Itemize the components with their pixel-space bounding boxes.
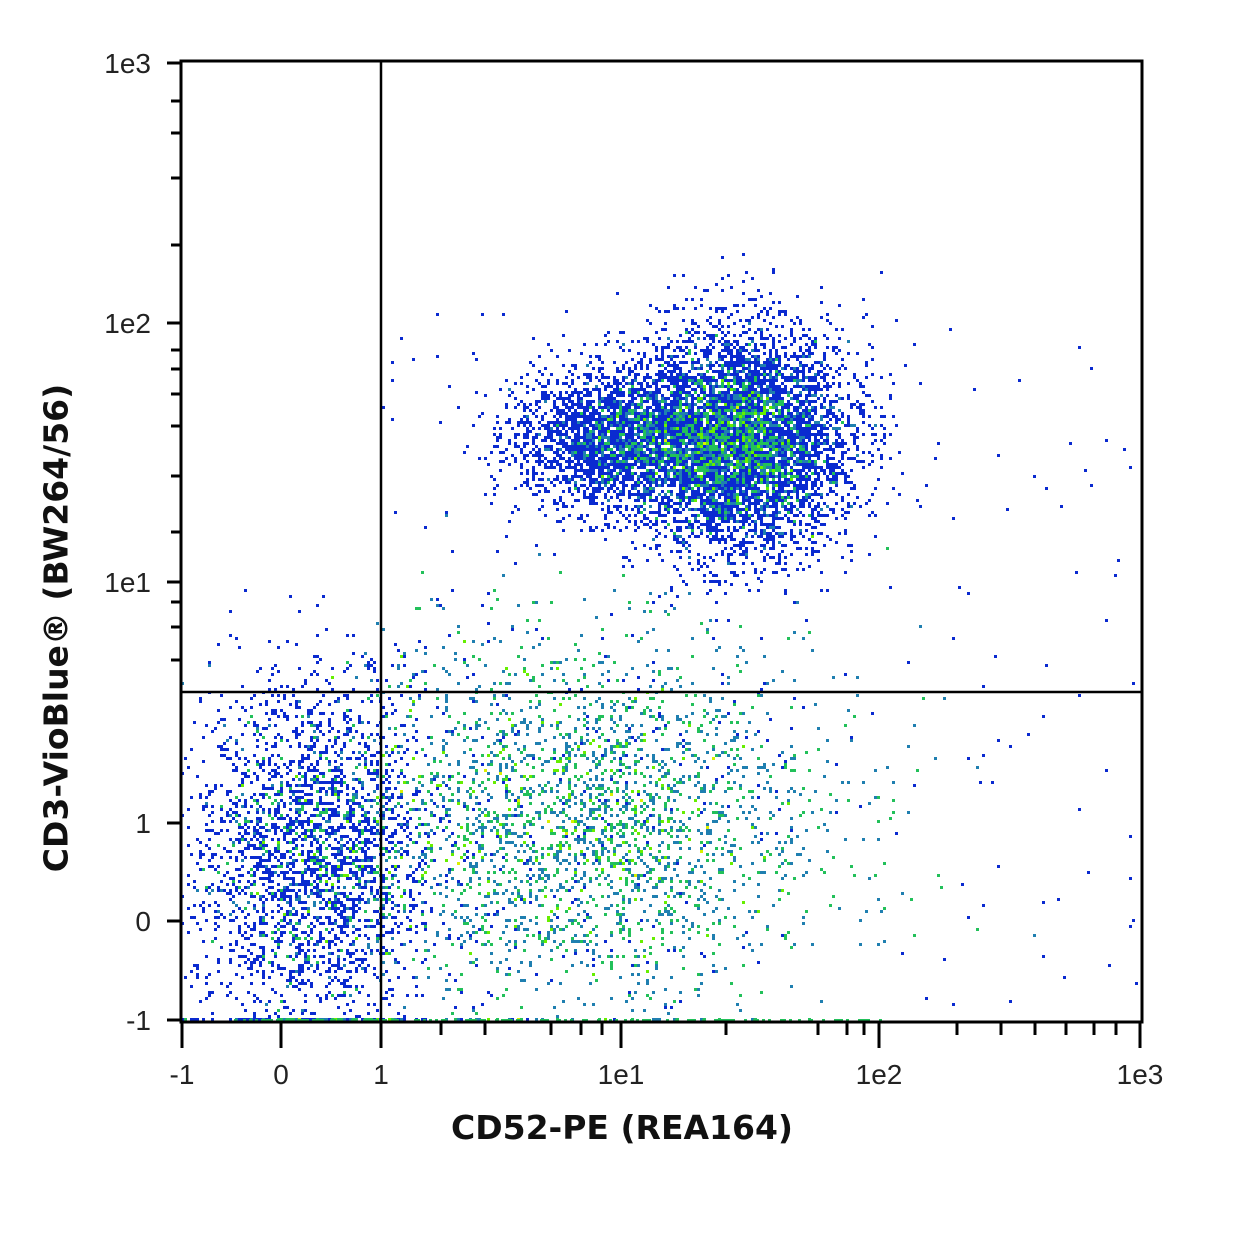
- y-tick-label: 0: [135, 906, 151, 937]
- plot-area-events: [181, 61, 1142, 1022]
- x-tick-label: 1: [373, 1059, 389, 1090]
- y-tick-label: 1: [135, 808, 151, 839]
- x-tick-label: 0: [273, 1059, 289, 1090]
- y-tick-label: 1e2: [104, 308, 151, 339]
- y-tick-label: -1: [126, 1005, 151, 1036]
- x-tick-label: -1: [170, 1059, 195, 1090]
- y-axis-title: CD3-VioBlue® (BW264/56): [36, 383, 76, 873]
- x-tick-label: 1e2: [856, 1059, 903, 1090]
- y-axis-ticks: 1e3 1e2 1e1 1 0 -1: [104, 48, 181, 1036]
- y-tick-label: 1e1: [104, 567, 151, 598]
- x-tick-label: 1e3: [1117, 1059, 1164, 1090]
- y-tick-label: 1e3: [104, 48, 151, 79]
- x-axis-title: CD52-PE (REA164): [451, 1108, 793, 1147]
- x-tick-label: 1e1: [598, 1059, 645, 1090]
- x-axis-ticks: -1 0 1 1e1 1e2 1e3: [170, 1022, 1164, 1090]
